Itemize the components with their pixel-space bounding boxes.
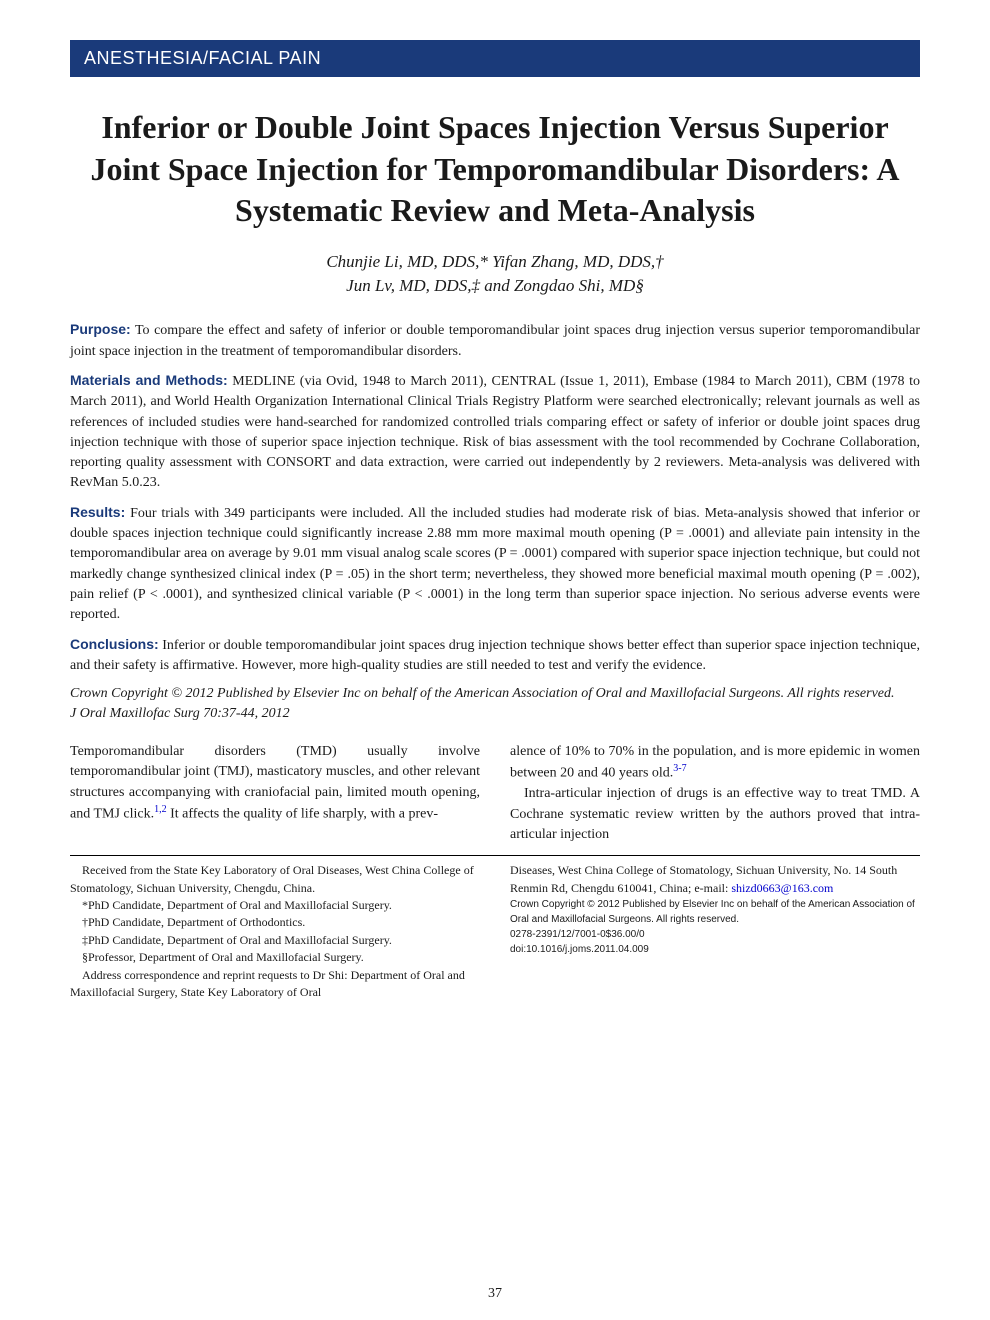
results-text: Four trials with 349 participants were i… <box>70 506 920 622</box>
journal-citation: J Oral Maxillofac Surg 70:37-44, 2012 <box>70 704 920 724</box>
correspondence: Address correspondence and reprint reque… <box>70 967 480 1002</box>
article-title: Inferior or Double Joint Spaces Injectio… <box>90 107 900 232</box>
body-paragraph: Temporomandibular disorders (TMD) usuall… <box>70 742 480 825</box>
footer-doi: doi:10.1016/j.joms.2011.04.009 <box>510 942 920 957</box>
footer-divider <box>70 855 920 856</box>
citation-ref: 1,2 <box>154 804 167 815</box>
citation-ref: 3-7 <box>673 763 686 774</box>
body-column-left: Temporomandibular disorders (TMD) usuall… <box>70 742 480 845</box>
authors-line-2: Jun Lv, MD, DDS,‡ and Zongdao Shi, MD§ <box>70 274 920 298</box>
results-label: Results: <box>70 504 125 520</box>
footer-columns: Received from the State Key Laboratory o… <box>70 862 920 1001</box>
body-text: It affects the quality of life sharply, … <box>167 807 438 822</box>
affiliation-received: Received from the State Key Laboratory o… <box>70 862 480 897</box>
affiliation-1: *PhD Candidate, Department of Oral and M… <box>70 897 480 914</box>
email-link[interactable]: shizd0663@163.com <box>731 881 833 895</box>
conclusions-label: Conclusions: <box>70 636 159 652</box>
affiliation-2: †PhD Candidate, Department of Orthodonti… <box>70 914 480 931</box>
authors-line-1: Chunjie Li, MD, DDS,* Yifan Zhang, MD, D… <box>70 250 920 274</box>
footer-issn: 0278-2391/12/7001-0$36.00/0 <box>510 927 920 942</box>
abstract-methods: Materials and Methods: MEDLINE (via Ovid… <box>70 370 920 494</box>
abstract: Purpose: To compare the effect and safet… <box>70 319 920 724</box>
affiliation-3: ‡PhD Candidate, Department of Oral and M… <box>70 932 480 949</box>
methods-label: Materials and Methods: <box>70 372 228 388</box>
conclusions-text: Inferior or double temporomandibular joi… <box>70 638 920 673</box>
body-text: alence of 10% to 70% in the population, … <box>510 744 920 781</box>
footer-copyright: Crown Copyright © 2012 Published by Else… <box>510 897 920 927</box>
section-header: ANESTHESIA/FACIAL PAIN <box>70 40 920 77</box>
body-paragraph: Intra-articular injection of drugs is an… <box>510 784 920 845</box>
footer-column-left: Received from the State Key Laboratory o… <box>70 862 480 1001</box>
abstract-conclusions: Conclusions: Inferior or double temporom… <box>70 634 920 677</box>
authors: Chunjie Li, MD, DDS,* Yifan Zhang, MD, D… <box>70 250 920 298</box>
affiliation-4: §Professor, Department of Oral and Maxil… <box>70 949 480 966</box>
page-number: 37 <box>0 1286 990 1302</box>
purpose-label: Purpose: <box>70 321 131 337</box>
correspondence-address: Diseases, West China College of Stomatol… <box>510 863 897 894</box>
footer-column-right: Diseases, West China College of Stomatol… <box>510 862 920 1001</box>
copyright-line: Crown Copyright © 2012 Published by Else… <box>70 684 920 704</box>
body-column-right: alence of 10% to 70% in the population, … <box>510 742 920 845</box>
body-columns: Temporomandibular disorders (TMD) usuall… <box>70 742 920 845</box>
methods-text: MEDLINE (via Ovid, 1948 to March 2011), … <box>70 374 920 490</box>
correspondence-continued: Diseases, West China College of Stomatol… <box>510 862 920 897</box>
abstract-results: Results: Four trials with 349 participan… <box>70 502 920 626</box>
purpose-text: To compare the effect and safety of infe… <box>70 323 920 358</box>
abstract-purpose: Purpose: To compare the effect and safet… <box>70 319 920 362</box>
body-paragraph: alence of 10% to 70% in the population, … <box>510 742 920 784</box>
